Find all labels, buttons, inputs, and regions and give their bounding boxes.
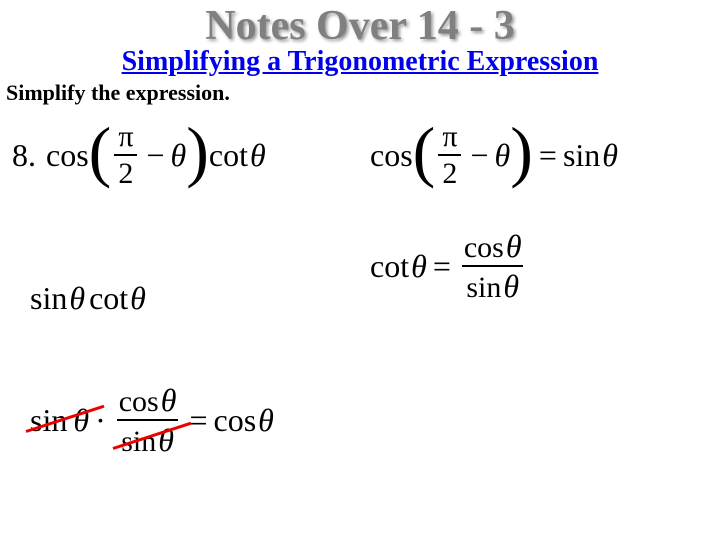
problem-number: 8. bbox=[12, 137, 36, 174]
frac-numerator: π bbox=[438, 122, 461, 154]
theta-var: θ bbox=[130, 280, 146, 317]
minus-op: − bbox=[464, 137, 494, 174]
cot-function: cot bbox=[209, 137, 248, 174]
identity-cofunction: cos ( π 2 − θ ) = sin θ bbox=[370, 122, 618, 189]
right-paren: ) bbox=[510, 124, 533, 178]
equals-op: = bbox=[427, 248, 457, 285]
identity-cotangent: cot θ = cosθ sinθ bbox=[370, 230, 529, 303]
equals-op: = bbox=[183, 402, 213, 439]
step-substitution: sin θ cot θ bbox=[30, 280, 146, 317]
cot-function: cot bbox=[89, 280, 128, 317]
sin-function: sin bbox=[30, 280, 67, 317]
cancelled-sin-denom: sinθ bbox=[117, 419, 178, 457]
theta-var: θ bbox=[411, 248, 427, 285]
frac-denominator: 2 bbox=[438, 154, 461, 189]
sin-function: sin bbox=[563, 137, 600, 174]
equals-op: = bbox=[533, 137, 563, 174]
left-paren: ( bbox=[89, 124, 112, 178]
minus-op: − bbox=[140, 137, 170, 174]
theta-var: θ bbox=[73, 402, 89, 438]
frac-numerator: π bbox=[114, 122, 137, 154]
right-paren: ) bbox=[186, 124, 209, 178]
frac-numerator: cosθ bbox=[115, 384, 181, 419]
main-title: Notes Over 14 - 3 bbox=[0, 0, 720, 50]
left-paren: ( bbox=[413, 124, 436, 178]
fraction-pi-2: π 2 bbox=[114, 122, 137, 189]
theta-var: θ bbox=[69, 280, 85, 317]
theta-var: θ bbox=[495, 137, 511, 174]
subtitle: Simplifying a Trigonometric Expression bbox=[0, 46, 720, 78]
frac-denominator: 2 bbox=[114, 154, 137, 189]
frac-denominator: sinθ bbox=[462, 265, 523, 303]
theta-var: θ bbox=[250, 137, 266, 174]
cos-function: cos bbox=[46, 137, 89, 174]
expression-problem: 8. cos ( π 2 − θ ) cot θ bbox=[12, 122, 266, 189]
fraction-cos-sin: cosθ sinθ bbox=[460, 230, 526, 303]
cancelled-sin-left: sin θ bbox=[30, 402, 89, 439]
fraction-pi-2: π 2 bbox=[438, 122, 461, 189]
theta-var: θ bbox=[258, 402, 274, 439]
fraction-cos-sin: cosθ sinθ bbox=[115, 384, 181, 457]
frac-numerator: cosθ bbox=[460, 230, 526, 265]
step-cancellation: sin θ · cosθ sinθ = cos θ bbox=[30, 384, 274, 457]
cos-function: cos bbox=[370, 137, 413, 174]
cos-function: cos bbox=[213, 402, 256, 439]
cot-function: cot bbox=[370, 248, 409, 285]
theta-var: θ bbox=[171, 137, 187, 174]
theta-var: θ bbox=[602, 137, 618, 174]
instruction-text: Simplify the expression. bbox=[0, 78, 720, 114]
